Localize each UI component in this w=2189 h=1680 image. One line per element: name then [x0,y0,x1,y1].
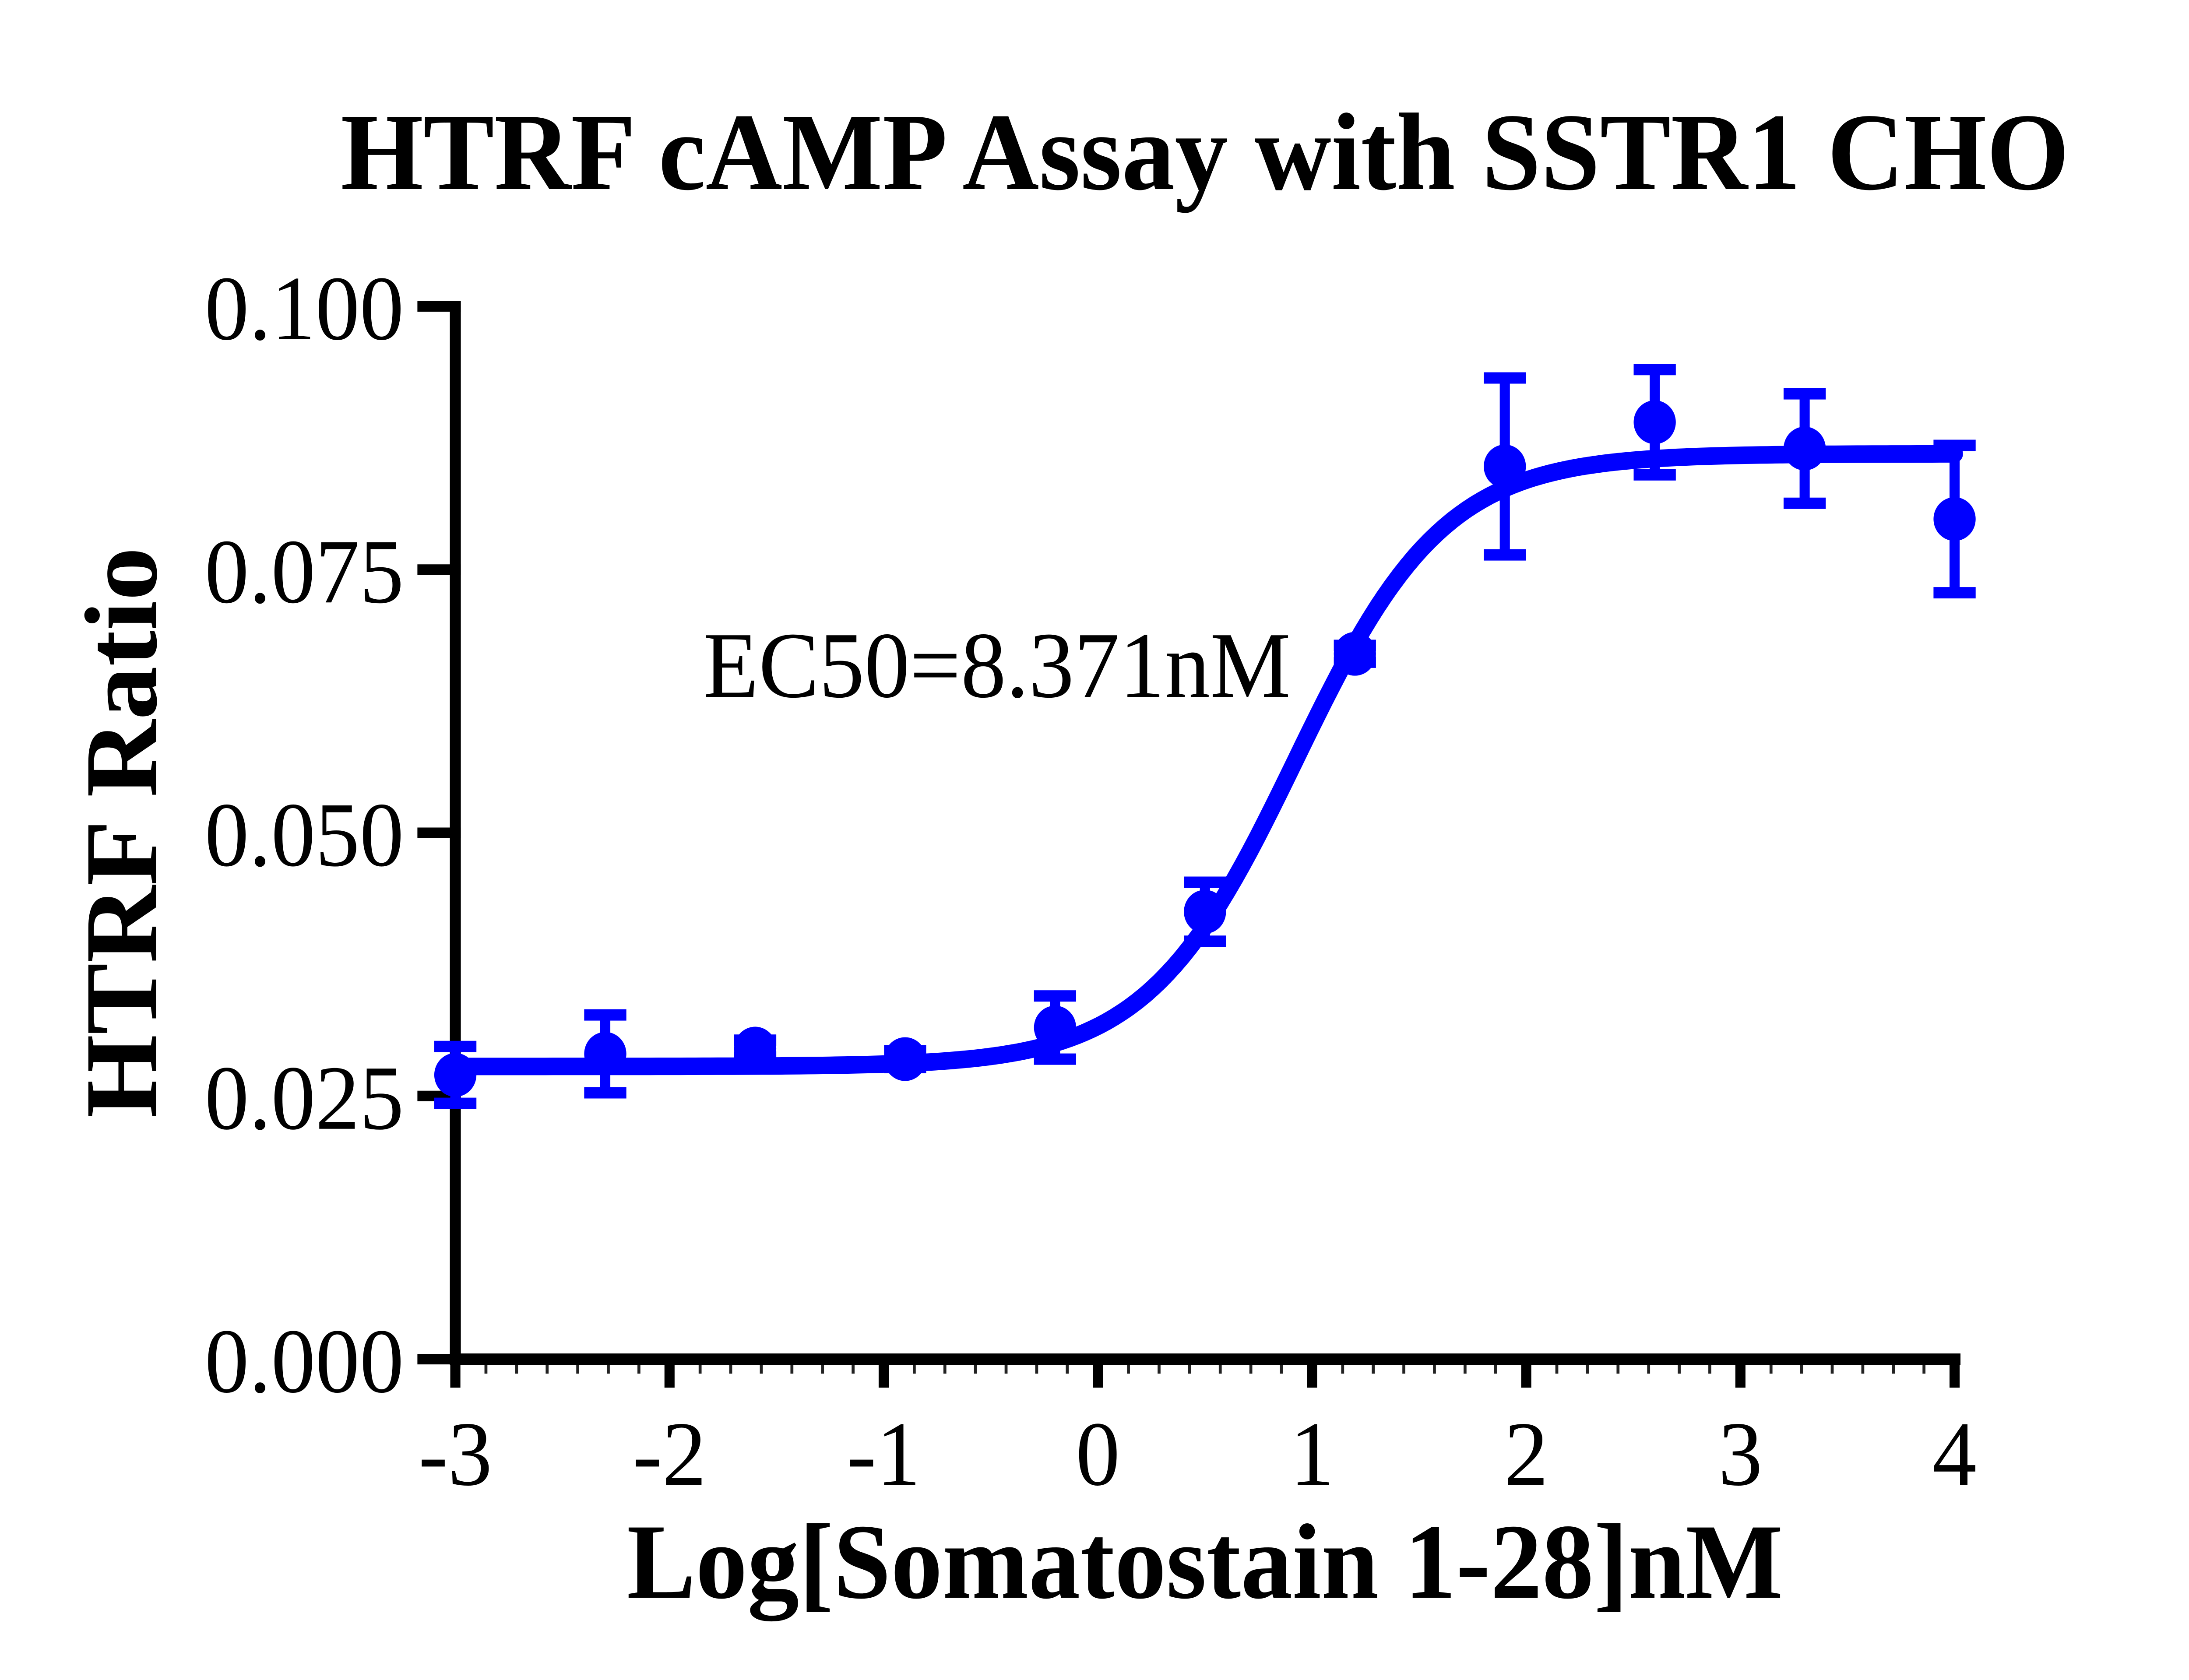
axes-layer: 0.000 0.025 0.050 0.075 0.100 -3 -2 -1 0 1 2 3 4 [205,257,1977,1505]
data-point-marker [1184,889,1226,934]
data-point-marker [1034,1005,1077,1050]
y-axis-title: HTRF Ratio [64,547,179,1118]
x-tick-label: 4 [1932,1403,1977,1505]
data-point-marker [584,1032,626,1076]
x-tick-label: 2 [1504,1403,1548,1505]
data-point-marker [1933,497,1976,541]
x-tick-label: -2 [633,1403,706,1505]
y-tick-label: 0.075 [205,520,404,622]
x-tick-label: -3 [419,1403,492,1505]
y-tick-label: 0.100 [205,257,404,359]
data-point-marker [1783,426,1826,471]
x-tick-label: -1 [847,1403,920,1505]
x-axis-title: Log[Somatostain 1-28]nM [627,1503,1783,1621]
data-point-marker [734,1026,777,1071]
data-point-marker [434,1053,477,1097]
y-tick-label: 0.000 [205,1310,404,1412]
chart-title: HTRF cAMP Assay with SSTR1 CHO [341,91,2069,213]
data-point-marker [1334,632,1376,676]
y-tick-label: 0.050 [205,784,404,886]
x-tick-label: 0 [1076,1403,1120,1505]
ec50-annotation: EC50=8.371nM [703,613,1291,717]
data-point-marker [1633,400,1676,444]
plot-layer [434,364,1976,1109]
data-point-marker [1484,444,1526,489]
x-tick-label: 3 [1718,1403,1763,1505]
y-tick-label: 0.025 [205,1047,404,1149]
x-tick-label: 1 [1290,1403,1334,1505]
data-point-marker [884,1037,926,1081]
